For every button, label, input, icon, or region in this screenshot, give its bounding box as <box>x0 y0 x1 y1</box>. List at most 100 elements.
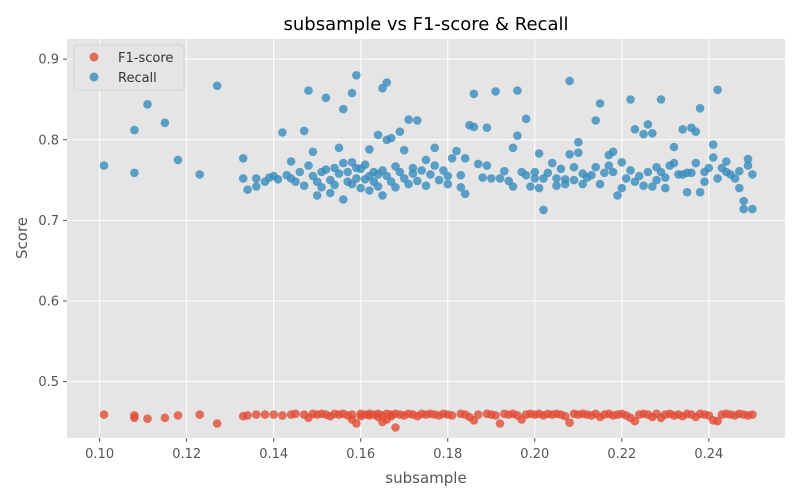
recall-point <box>617 158 627 167</box>
recall-point <box>365 186 374 195</box>
recall-point <box>286 157 296 166</box>
recall-point <box>595 99 605 108</box>
recall-point <box>513 131 522 140</box>
recall-point <box>417 166 426 175</box>
data-points <box>99 71 757 432</box>
recall-point <box>456 183 466 192</box>
recall-point <box>678 125 687 134</box>
recall-point <box>173 155 183 165</box>
f1-score-point <box>278 411 287 420</box>
recall-point <box>556 164 566 174</box>
recall-point <box>395 167 405 177</box>
recall-point <box>373 182 383 191</box>
recall-point <box>565 76 574 86</box>
recall-point <box>130 125 139 135</box>
recall-point <box>482 123 492 132</box>
recall-point <box>421 155 431 165</box>
recall-point <box>334 143 344 153</box>
legend-f1-label: F1-score <box>118 51 173 66</box>
recall-point <box>565 150 574 159</box>
recall-point <box>687 168 696 178</box>
recall-point <box>539 205 548 215</box>
recall-point <box>299 181 309 190</box>
recall-point <box>648 129 657 138</box>
f1-score-point <box>630 416 640 426</box>
recall-point <box>560 179 570 189</box>
chart-title: subsample vs F1-score & Recall <box>284 14 569 35</box>
recall-point <box>722 157 731 166</box>
recall-point <box>630 125 640 134</box>
y-tick-label: 0.7 <box>38 214 59 229</box>
recall-point <box>552 181 561 190</box>
recall-point <box>195 170 204 179</box>
recall-point <box>339 195 348 204</box>
recall-point <box>700 177 709 186</box>
recall-point <box>682 187 692 197</box>
recall-point <box>500 166 509 176</box>
x-tick-label: 0.10 <box>85 447 114 462</box>
recall-point <box>160 118 170 128</box>
recall-point <box>430 161 440 170</box>
recall-point <box>743 154 753 164</box>
y-tick-label: 0.9 <box>38 53 59 68</box>
recall-point <box>469 89 479 99</box>
f1-score-point <box>251 410 261 419</box>
recall-point <box>386 133 396 143</box>
recall-point <box>460 154 470 163</box>
x-tick-label: 0.12 <box>172 447 201 462</box>
recall-point <box>238 174 248 183</box>
recall-point <box>652 175 661 185</box>
recall-point <box>574 137 583 147</box>
legend-box <box>73 44 185 91</box>
recall-point <box>447 154 457 163</box>
recall-point <box>708 140 718 149</box>
recall-point <box>526 182 535 191</box>
recall-point <box>130 168 139 178</box>
legend-recall-marker <box>89 72 99 82</box>
recall-point <box>621 174 631 183</box>
x-tick-label: 0.22 <box>607 447 636 462</box>
f1-score-point <box>260 410 270 419</box>
recall-point <box>587 170 596 180</box>
recall-point <box>730 174 740 183</box>
recall-point <box>513 86 522 95</box>
recall-point <box>238 154 248 163</box>
legend-recall-label: Recall <box>118 71 157 86</box>
recall-point <box>478 173 487 182</box>
plot-background <box>67 39 785 438</box>
recall-point <box>378 191 387 200</box>
recall-point <box>404 115 413 124</box>
recall-point <box>460 189 470 199</box>
recall-point <box>574 148 583 157</box>
f1-score-point <box>565 418 574 428</box>
recall-point <box>613 191 622 200</box>
recall-point <box>339 104 348 114</box>
recall-point <box>352 71 361 80</box>
x-tick-label: 0.16 <box>346 447 375 462</box>
recall-point <box>452 146 461 156</box>
recall-point <box>739 204 748 214</box>
recall-point <box>735 183 744 193</box>
recall-point <box>695 104 705 113</box>
recall-point <box>413 176 422 186</box>
recall-point <box>356 183 366 193</box>
recall-point <box>735 166 744 176</box>
recall-point <box>569 175 579 185</box>
recall-point <box>343 167 353 177</box>
recall-point <box>608 147 618 157</box>
recall-point <box>591 162 600 172</box>
recall-point <box>739 196 748 206</box>
f1-score-point <box>391 423 400 432</box>
f1-score-point <box>243 411 252 420</box>
recall-point <box>308 147 318 157</box>
recall-point <box>608 167 618 177</box>
recall-point <box>669 142 679 152</box>
f1-score-point <box>160 413 170 423</box>
recall-point <box>365 145 374 154</box>
f1-score-series <box>99 409 757 432</box>
f1-score-point <box>447 411 457 420</box>
recall-point <box>508 182 518 191</box>
grid <box>67 39 785 438</box>
recall-point <box>278 128 287 137</box>
